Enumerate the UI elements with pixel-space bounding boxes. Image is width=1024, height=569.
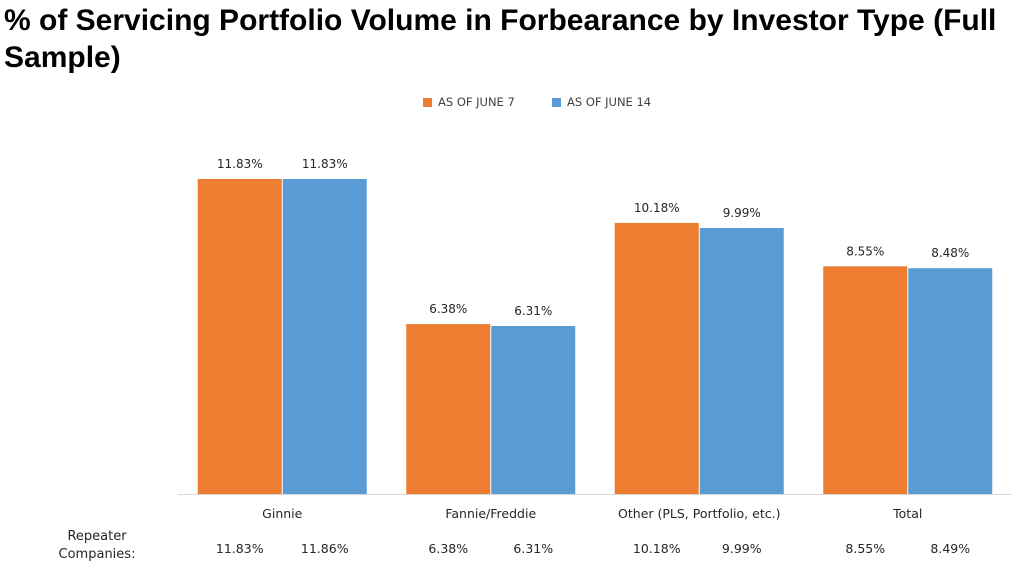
bar-june7-1 [406, 324, 491, 494]
data-label-june14-1: 6.31% [514, 304, 552, 318]
bar-june14-0 [282, 179, 367, 494]
legend-label-june14: AS OF JUNE 14 [567, 95, 652, 109]
bar-june7-2 [614, 222, 699, 494]
repeater-value-june14-2: 9.99% [722, 541, 762, 556]
data-label-june14-0: 11.83% [302, 157, 348, 171]
category-label-2: Other (PLS, Portfolio, etc.) [618, 506, 780, 521]
bar-june7-0 [197, 179, 282, 494]
data-label-june7-2: 10.18% [634, 201, 680, 215]
legend-label-june7: AS OF JUNE 7 [438, 95, 515, 109]
repeater-value-june7-0: 11.83% [216, 541, 264, 556]
category-label-1: Fannie/Freddie [445, 506, 536, 521]
data-label-june7-1: 6.38% [429, 302, 467, 316]
category-label-3: Total [892, 506, 922, 521]
legend-item-june7: AS OF JUNE 7 [423, 95, 515, 109]
repeater-label: Repeater Companies: [58, 529, 136, 562]
category-label-0: Ginnie [262, 506, 302, 521]
bar-june14-2 [699, 227, 784, 494]
chart-title: % of Servicing Portfolio Volume in Forbe… [4, 4, 997, 74]
legend-item-june14: AS OF JUNE 14 [552, 95, 651, 109]
legend-swatch-june14 [552, 97, 561, 107]
bar-june14-3 [908, 268, 993, 494]
repeater-value-june7-3: 8.55% [845, 541, 885, 556]
legend-swatch-june7 [423, 97, 432, 107]
repeater-value-june14-1: 6.31% [513, 541, 553, 556]
data-label-june14-3: 8.48% [931, 246, 969, 260]
repeater-value-june14-3: 8.49% [930, 541, 970, 556]
legend: AS OF JUNE 7 AS OF JUNE 14 [0, 95, 1024, 111]
data-label-june7-3: 8.55% [846, 244, 884, 258]
data-label-june7-0: 11.83% [217, 157, 263, 171]
repeater-value-june7-2: 10.18% [633, 541, 681, 556]
repeater-value-june14-0: 11.86% [301, 541, 349, 556]
repeater-value-june7-1: 6.38% [428, 541, 468, 556]
data-label-june14-2: 9.99% [723, 206, 761, 220]
bar-june14-1 [491, 325, 576, 494]
bar-june7-3 [823, 266, 908, 494]
